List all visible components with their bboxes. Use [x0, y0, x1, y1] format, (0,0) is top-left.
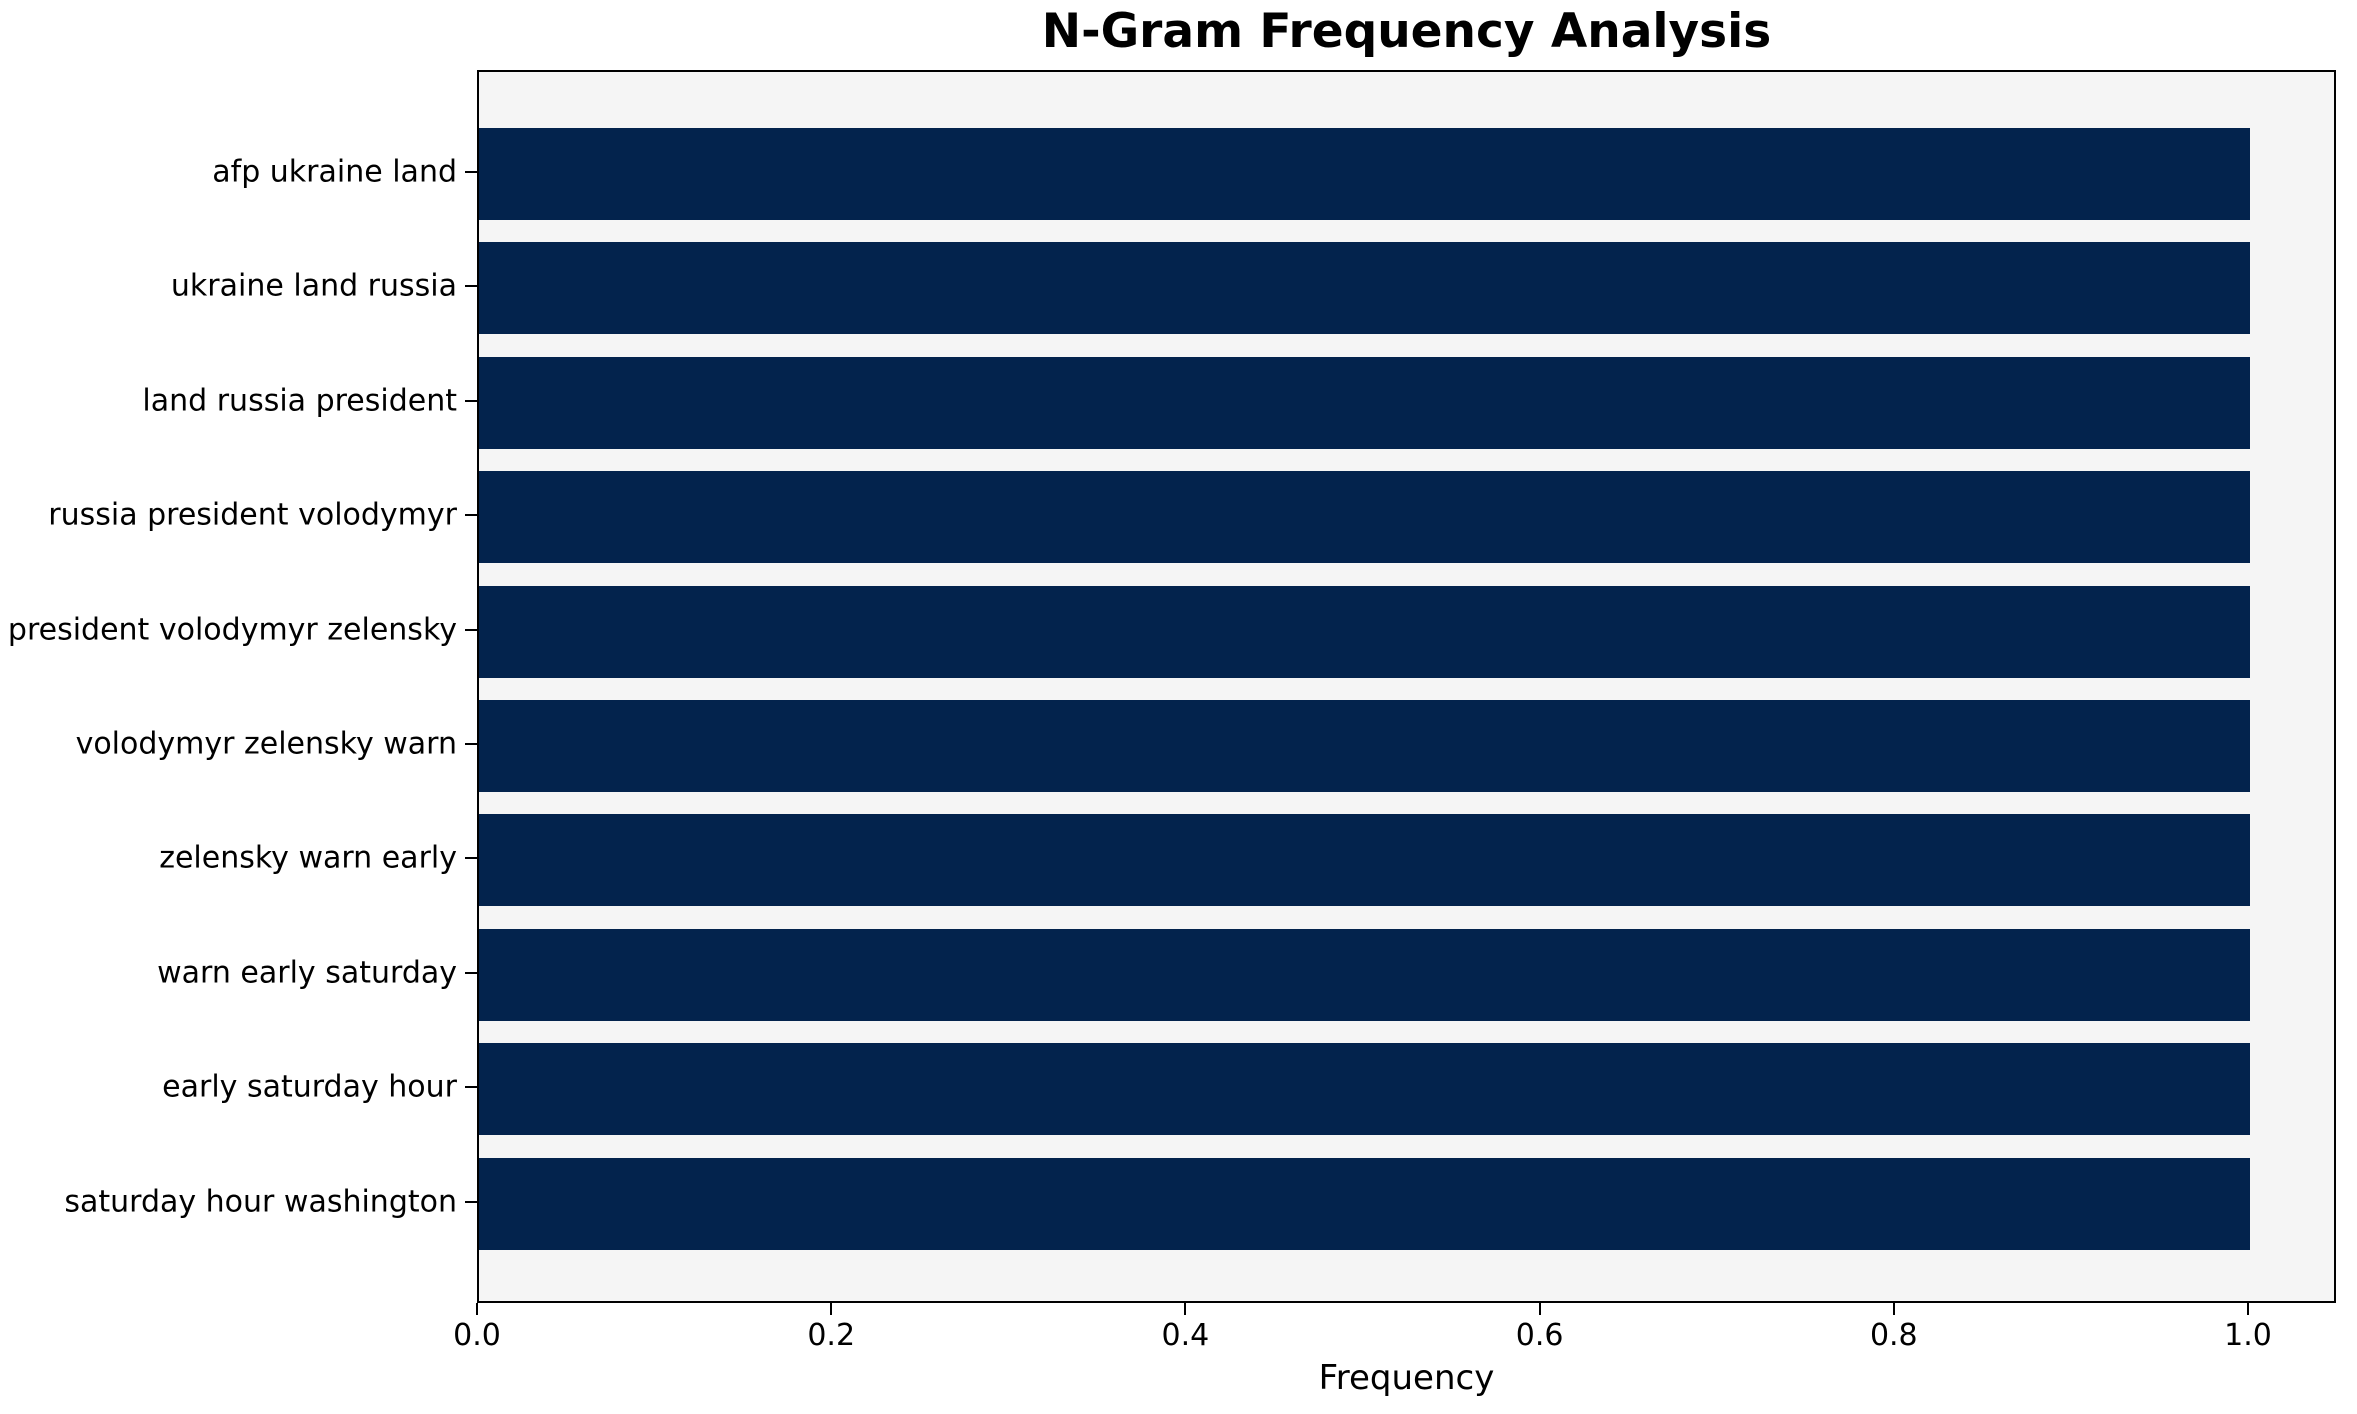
x-tick-mark [1538, 1303, 1541, 1315]
plot-area [477, 70, 2336, 1303]
bar [479, 128, 2250, 220]
x-tick-mark [2247, 1303, 2249, 1315]
bar [479, 471, 2250, 564]
y-tick-label: land russia president [142, 383, 457, 419]
y-tick-label: early saturday hour [162, 1069, 457, 1105]
y-tick-mark [465, 971, 479, 974]
y-tick-label: warn early saturday [157, 955, 457, 991]
bar [479, 814, 2250, 907]
x-tick-mark [830, 1303, 833, 1315]
x-tick-mark [476, 1303, 478, 1315]
x-tick-mark [1184, 1303, 1187, 1315]
x-tick-label: 1.0 [2224, 1318, 2272, 1353]
chart-title: N-Gram Frequency Analysis [1041, 4, 1772, 59]
x-tick-label: 0.8 [1869, 1318, 1918, 1353]
y-tick-label: volodymyr zelensky warn [75, 726, 457, 762]
y-tick-mark [465, 743, 479, 745]
y-tick-label: saturday hour washington [64, 1184, 457, 1220]
bar [479, 242, 2250, 335]
bar [479, 356, 2250, 449]
y-tick-label: zelensky warn early [159, 840, 457, 876]
x-tick-label: 0.0 [453, 1318, 501, 1353]
x-tick-label: 0.6 [1515, 1318, 1564, 1353]
bar [479, 1157, 2250, 1250]
y-tick-mark [465, 628, 479, 631]
y-tick-mark [465, 399, 479, 402]
bar [479, 700, 2250, 792]
y-tick-mark [465, 514, 479, 517]
y-tick-label: russia president volodymyr [48, 497, 457, 533]
y-tick-label: ukraine land russia [170, 268, 457, 304]
y-tick-label: president volodymyr zelensky [7, 612, 457, 648]
x-tick-label: 0.4 [1161, 1318, 1210, 1353]
y-tick-mark [465, 1086, 479, 1089]
y-tick-mark [465, 285, 479, 288]
bar [479, 585, 2250, 678]
bar [479, 1043, 2250, 1136]
y-tick-mark [465, 171, 479, 173]
y-tick-mark [465, 857, 479, 860]
x-tick-mark [1892, 1303, 1895, 1315]
x-tick-label: 0.2 [807, 1318, 856, 1353]
bar [479, 928, 2250, 1021]
x-axis-title: Frequency [1318, 1358, 1495, 1398]
y-tick-mark [465, 1200, 479, 1203]
y-tick-label: afp ukraine land [212, 154, 457, 190]
